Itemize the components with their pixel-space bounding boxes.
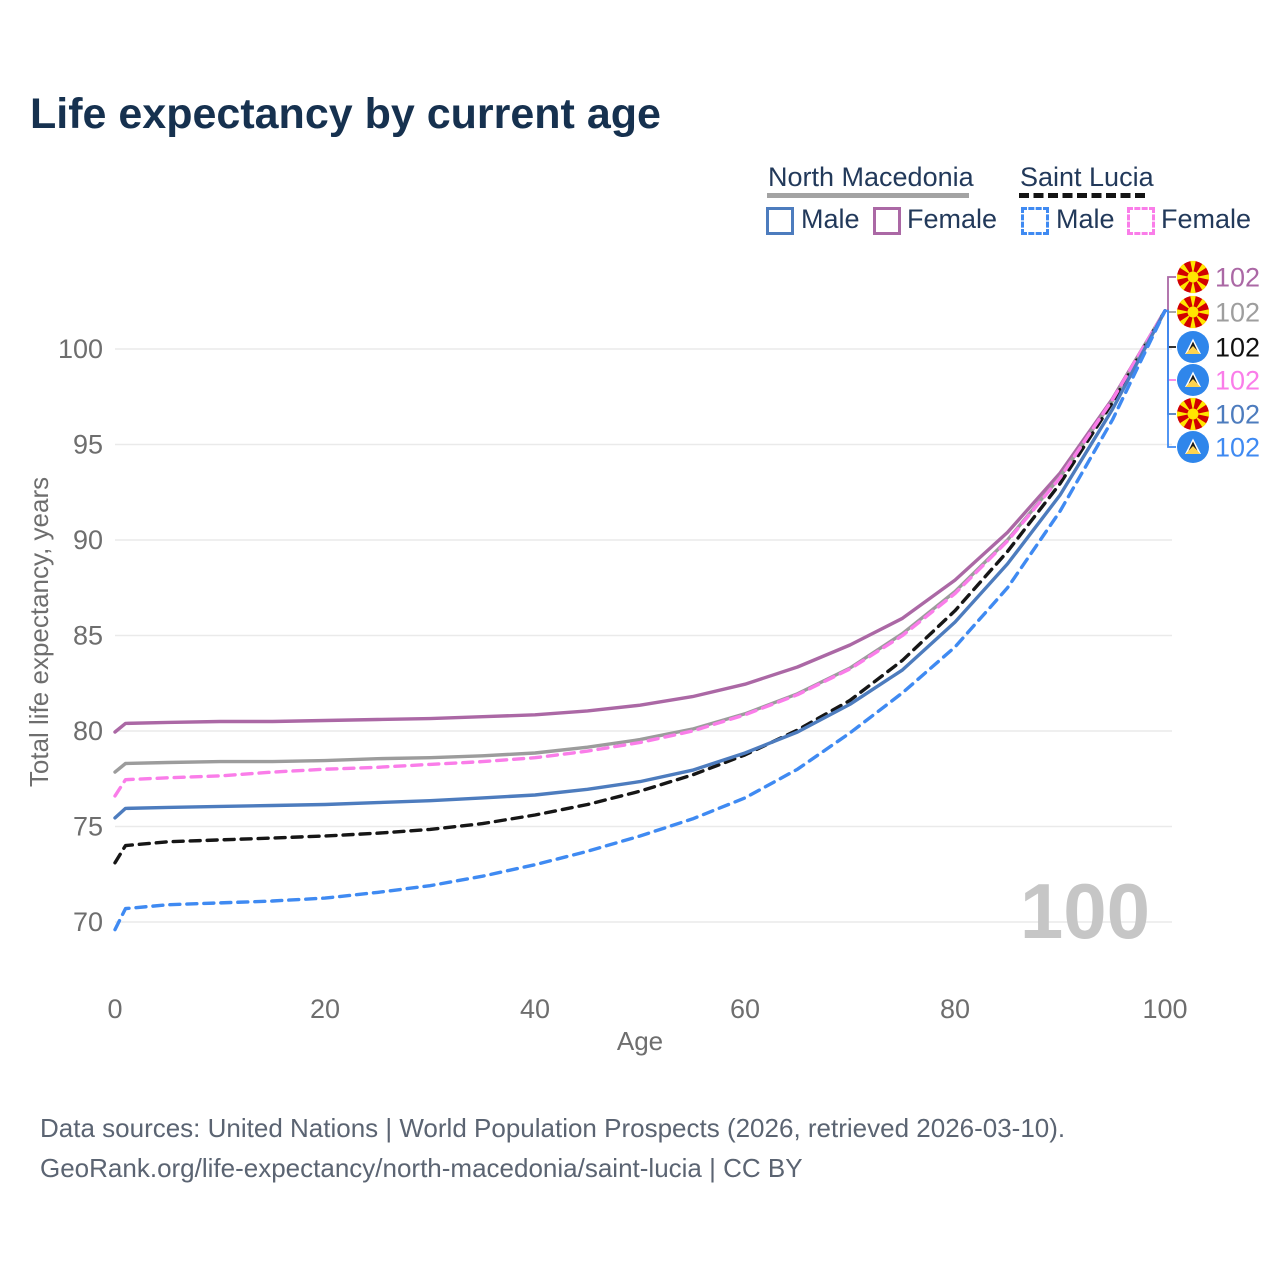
- y-tick-label: 75: [73, 812, 103, 842]
- legend-label-sl-male[interactable]: Male: [1056, 204, 1115, 234]
- end-label-value-saint-lucia-female: 102: [1215, 366, 1260, 396]
- legend-label-sl-female[interactable]: Female: [1161, 204, 1252, 234]
- north-macedonia-flag-icon: [1176, 397, 1210, 431]
- series-line-saint-lucia-both-sexes[interactable]: [113, 309, 1167, 865]
- legend-label-nm-female[interactable]: Female: [907, 204, 998, 234]
- legend-swatch-nm-male[interactable]: [766, 207, 794, 235]
- end-label-leader-line: [1165, 309, 1176, 448]
- north-macedonia-flag-icon: [1176, 260, 1210, 294]
- y-tick-label: 95: [73, 430, 103, 460]
- y-tick-label: 90: [73, 525, 103, 555]
- legend-line-sample-solid: [767, 193, 969, 198]
- end-label-value-north-macedonia-male: 102: [1215, 400, 1260, 430]
- series-line-north-macedonia-female[interactable]: [113, 309, 1167, 734]
- y-axis-title: Total life expectancy, years: [24, 477, 54, 787]
- legend-group-north-macedonia[interactable]: North Macedonia: [768, 162, 974, 192]
- series-line-saint-lucia-male[interactable]: [113, 309, 1167, 932]
- x-tick-label: 100: [1142, 994, 1187, 1024]
- legend: North Macedonia Saint Lucia Male Female …: [0, 0, 1280, 250]
- y-tick-label: 85: [73, 621, 103, 651]
- legend-label-nm-male[interactable]: Male: [801, 204, 860, 234]
- legend-swatch-nm-female[interactable]: [873, 207, 901, 235]
- footer-data-sources: Data sources: United Nations | World Pop…: [40, 1113, 1066, 1143]
- x-tick-label: 80: [940, 994, 970, 1024]
- watermark-age-counter: 100: [1020, 867, 1150, 955]
- footer: Data sources: United Nations | World Pop…: [40, 1108, 1065, 1188]
- end-label-leader-line: [1165, 309, 1176, 381]
- y-tick-label: 70: [73, 907, 103, 937]
- legend-swatch-sl-male[interactable]: [1021, 207, 1049, 235]
- end-label-leader-line: [1165, 309, 1176, 415]
- y-tick-label: 100: [58, 334, 103, 364]
- legend-line-sample-dashed: [1019, 193, 1145, 198]
- x-axis-title: Age: [617, 1026, 663, 1056]
- x-tick-label: 20: [310, 994, 340, 1024]
- saint-lucia-flag-icon: [1177, 364, 1209, 396]
- end-label-value-north-macedonia-both-sexes: 102: [1215, 298, 1260, 328]
- saint-lucia-flag-icon: [1177, 431, 1209, 463]
- legend-group-saint-lucia[interactable]: Saint Lucia: [1020, 162, 1154, 192]
- legend-swatch-sl-female[interactable]: [1127, 207, 1155, 235]
- series-line-north-macedonia-male[interactable]: [113, 309, 1167, 820]
- series-line-saint-lucia-female[interactable]: [113, 309, 1167, 798]
- end-label-value-saint-lucia-both-sexes: 102: [1215, 333, 1260, 363]
- end-label-value-saint-lucia-male: 102: [1215, 433, 1260, 463]
- x-tick-label: 60: [730, 994, 760, 1024]
- x-tick-label: 40: [520, 994, 550, 1024]
- north-macedonia-flag-icon: [1176, 295, 1210, 329]
- end-label-leader-line: [1165, 309, 1176, 348]
- x-tick-label: 0: [107, 994, 122, 1024]
- page-title: Life expectancy by current age: [30, 90, 661, 138]
- y-tick-label: 80: [73, 716, 103, 746]
- end-label-value-north-macedonia-female: 102: [1215, 263, 1260, 293]
- saint-lucia-flag-icon: [1177, 331, 1209, 363]
- footer-attribution: GeoRank.org/life-expectancy/north-macedo…: [40, 1153, 803, 1183]
- end-label-leader-line: [1165, 276, 1176, 312]
